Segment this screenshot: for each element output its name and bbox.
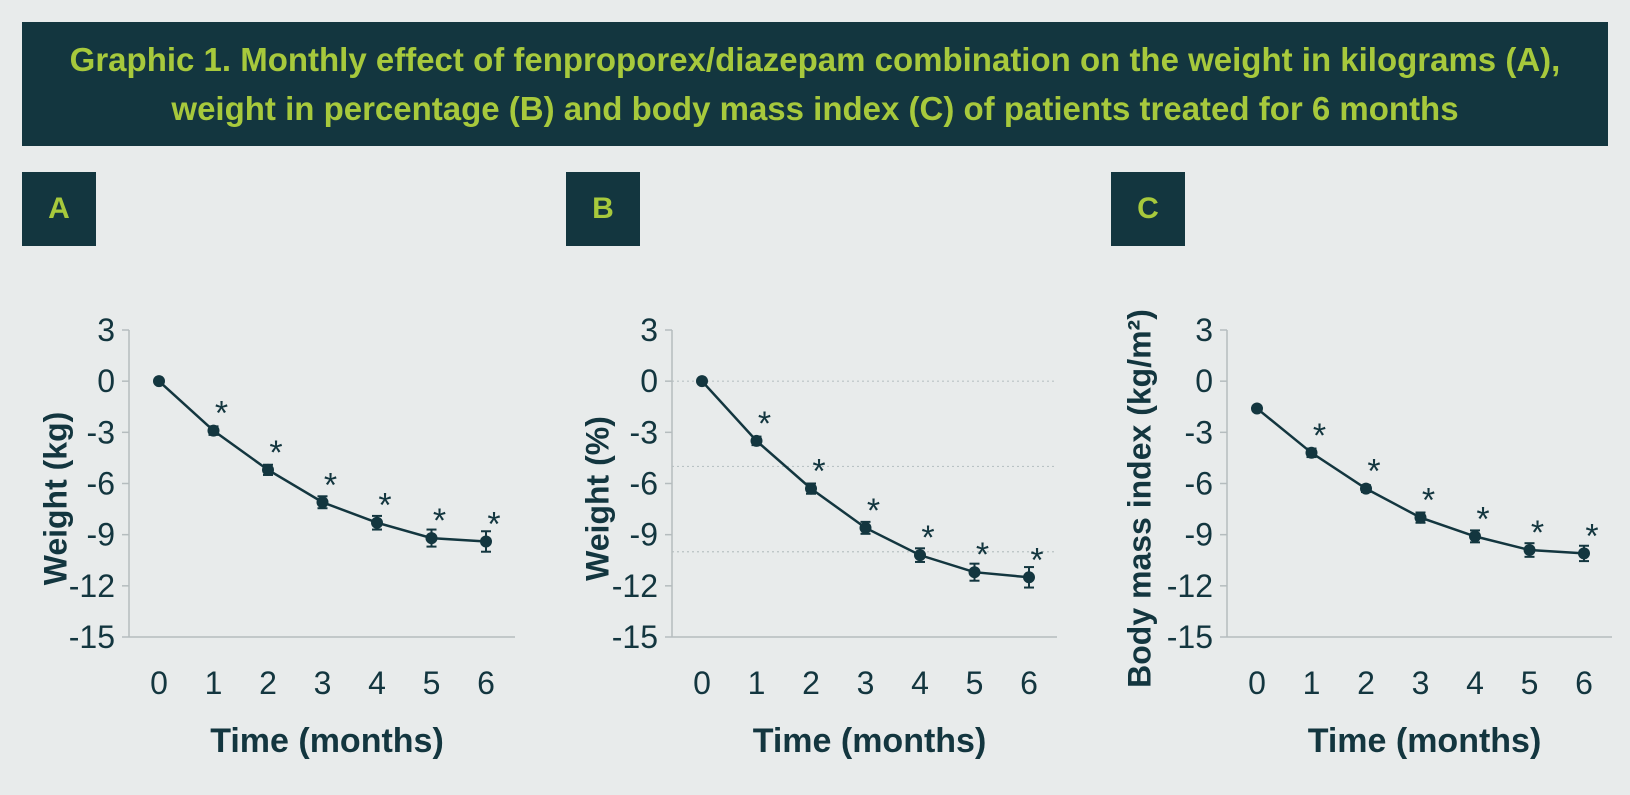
y-tick-label-c: -3 <box>1185 414 1213 450</box>
significance-marker-a: * <box>324 466 337 504</box>
x-tick-label-a: 1 <box>205 665 223 701</box>
x-tick-label-a: 4 <box>368 665 386 701</box>
data-point-a <box>316 496 329 509</box>
y-tick-label-c: -6 <box>1185 466 1213 502</box>
y-tick-label-b: 0 <box>640 363 658 399</box>
significance-marker-c: * <box>1531 514 1544 552</box>
data-point-c <box>1251 402 1263 415</box>
y-tick-label-b: -6 <box>630 466 658 502</box>
x-tick-label-b: 5 <box>966 665 984 701</box>
data-point-a <box>262 463 274 476</box>
significance-marker-b: * <box>812 453 825 491</box>
panel-label-b: B <box>566 172 640 246</box>
x-tick-label-a: 0 <box>150 665 168 701</box>
significance-marker-c: * <box>1476 500 1489 538</box>
y-tick-label-a: -15 <box>69 619 115 655</box>
y-tick-label-a: -6 <box>87 466 115 502</box>
x-tick-label-a: 3 <box>314 665 332 701</box>
significance-marker-a: * <box>269 434 282 472</box>
data-point-a <box>153 375 165 388</box>
significance-marker-a: * <box>215 395 228 433</box>
x-tick-label-c: 6 <box>1575 665 1593 701</box>
y-tick-label-a: -9 <box>87 517 115 553</box>
y-tick-label-a: 3 <box>97 312 115 348</box>
significance-marker-a: * <box>487 505 500 543</box>
y-tick-label-c: 3 <box>1195 312 1213 348</box>
x-tick-label-b: 2 <box>802 665 820 701</box>
data-point-b <box>696 375 708 388</box>
y-tick-label-b: 3 <box>640 312 658 348</box>
x-tick-label-b: 0 <box>693 665 711 701</box>
x-axis-label-a: Time (months) <box>210 722 444 760</box>
y-axis-label-b: Weight (%) <box>579 416 615 581</box>
significance-marker-b: * <box>758 405 771 443</box>
y-tick-label-a: -12 <box>69 568 115 604</box>
data-point-b <box>750 434 763 447</box>
significance-marker-c: * <box>1367 453 1380 491</box>
x-tick-label-a: 5 <box>423 665 441 701</box>
significance-marker-b: * <box>921 519 934 557</box>
data-point-b <box>859 521 872 534</box>
data-point-c <box>1360 482 1372 495</box>
x-tick-label-c: 1 <box>1303 665 1321 701</box>
x-tick-label-b: 3 <box>857 665 875 701</box>
figure-title: Graphic 1. Monthly effect of fenproporex… <box>22 22 1608 146</box>
significance-marker-c: * <box>1313 417 1326 455</box>
y-tick-label-c: 0 <box>1195 363 1213 399</box>
panel-label-c: C <box>1111 172 1185 246</box>
y-tick-label-b: -12 <box>612 568 658 604</box>
x-tick-label-b: 4 <box>911 665 929 701</box>
data-point-b <box>968 566 981 579</box>
data-point-c <box>1469 530 1481 543</box>
x-axis-label-b: Time (months) <box>753 722 987 760</box>
data-point-b <box>1023 571 1035 584</box>
y-axis-label-c: Body mass index (kg/m²) <box>1121 309 1157 688</box>
data-point-a <box>425 532 438 545</box>
significance-marker-b: * <box>1030 541 1043 579</box>
data-point-a <box>371 516 383 529</box>
x-tick-label-b: 6 <box>1020 665 1038 701</box>
y-tick-label-b: -15 <box>612 619 658 655</box>
y-tick-label-b: -3 <box>630 414 658 450</box>
y-tick-label-c: -15 <box>1167 619 1213 655</box>
significance-marker-b: * <box>867 492 880 530</box>
data-point-b <box>914 549 926 562</box>
significance-marker-a: * <box>433 502 446 540</box>
significance-marker-b: * <box>976 536 989 574</box>
data-point-c <box>1414 511 1427 524</box>
x-tick-label-c: 3 <box>1412 665 1430 701</box>
y-tick-label-b: -9 <box>630 517 658 553</box>
y-tick-label-a: -3 <box>87 414 115 450</box>
data-point-c <box>1523 544 1536 557</box>
x-tick-label-c: 4 <box>1466 665 1484 701</box>
significance-marker-c: * <box>1422 482 1435 520</box>
y-tick-label-c: -9 <box>1185 517 1213 553</box>
data-point-c <box>1578 547 1590 560</box>
x-tick-label-c: 2 <box>1357 665 1375 701</box>
data-point-c <box>1305 446 1318 459</box>
x-tick-label-a: 2 <box>259 665 277 701</box>
significance-marker-c: * <box>1585 517 1598 555</box>
x-tick-label-a: 6 <box>477 665 495 701</box>
x-tick-label-c: 5 <box>1521 665 1539 701</box>
x-tick-label-b: 1 <box>748 665 766 701</box>
panel-label-a: A <box>22 172 96 246</box>
y-axis-label-a: Weight (kg) <box>37 412 73 586</box>
y-tick-label-a: 0 <box>97 363 115 399</box>
data-point-b <box>805 482 817 495</box>
x-tick-label-c: 0 <box>1248 665 1266 701</box>
data-point-a <box>207 424 220 437</box>
significance-marker-a: * <box>378 487 391 525</box>
data-point-a <box>480 535 492 548</box>
y-tick-label-c: -12 <box>1167 568 1213 604</box>
x-axis-label-c: Time (months) <box>1308 722 1542 760</box>
